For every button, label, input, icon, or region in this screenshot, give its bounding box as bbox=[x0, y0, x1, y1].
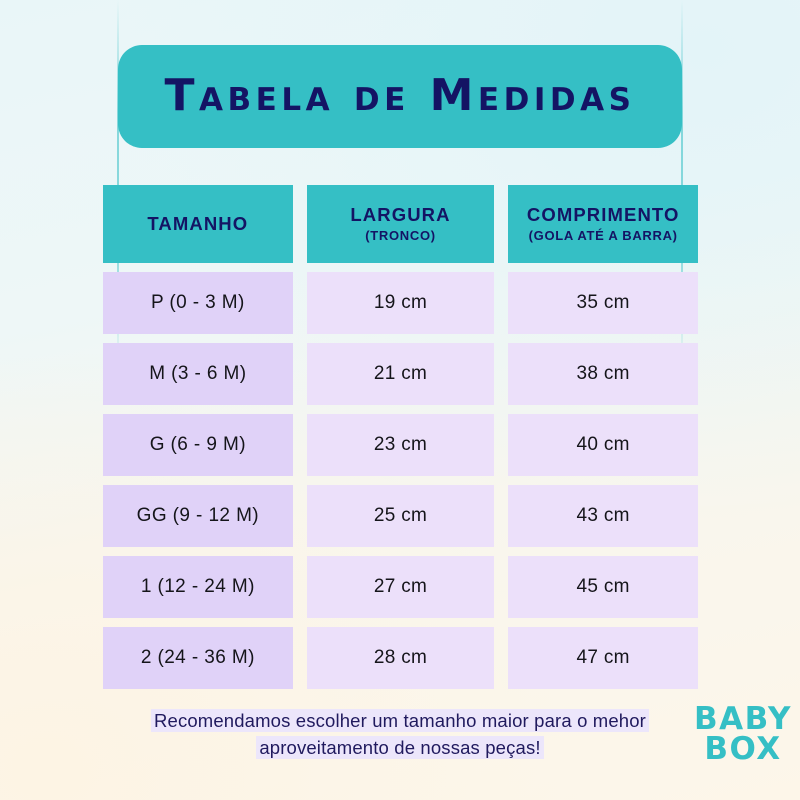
table-cell-comprimento: 47 cm bbox=[508, 627, 699, 689]
table-header-label: LARGURA bbox=[350, 204, 451, 226]
table-header-cell-largura: LARGURA (TRONCO) bbox=[306, 185, 495, 263]
table-header-cell-tamanho: TAMANHO bbox=[103, 185, 293, 263]
largura-value: 23 cm bbox=[373, 434, 428, 455]
table-cell-comprimento: 40 cm bbox=[508, 414, 699, 476]
table-cell-size: P (0 - 3 M) bbox=[103, 272, 293, 334]
table-cell-comprimento: 45 cm bbox=[508, 556, 699, 618]
table-cell-comprimento: 43 cm bbox=[508, 485, 699, 547]
table-cell-largura: 21 cm bbox=[306, 343, 495, 405]
brand-logo-line-2: BOX bbox=[704, 730, 782, 767]
table-header-cell-comprimento: COMPRIMENTO (GOLA ATÉ A BARRA) bbox=[508, 185, 699, 263]
table-row: 1 (12 - 24 M) 27 cm 45 cm bbox=[103, 556, 699, 618]
largura-value: 21 cm bbox=[373, 363, 428, 384]
title-banner: Tabela de Medidas bbox=[118, 45, 682, 148]
largura-value: 28 cm bbox=[373, 647, 428, 668]
comprimento-value: 43 cm bbox=[576, 505, 630, 526]
table-cell-size: M (3 - 6 M) bbox=[103, 343, 293, 405]
table-cell-comprimento: 38 cm bbox=[508, 343, 699, 405]
table-row: P (0 - 3 M) 19 cm 35 cm bbox=[103, 272, 699, 334]
table-header-label: COMPRIMENTO bbox=[526, 204, 680, 226]
table-cell-largura: 28 cm bbox=[306, 627, 495, 689]
table-row: GG (9 - 12 M) 25 cm 43 cm bbox=[103, 485, 699, 547]
comprimento-value: 40 cm bbox=[576, 434, 630, 455]
comprimento-value: 35 cm bbox=[576, 292, 630, 313]
table-cell-size: 1 (12 - 24 M) bbox=[103, 556, 293, 618]
table-cell-largura: 27 cm bbox=[306, 556, 495, 618]
table-cell-size: 2 (24 - 36 M) bbox=[103, 627, 293, 689]
footer-note-line-2: aproveitamento de nossas peças! bbox=[256, 735, 544, 759]
table-cell-largura: 25 cm bbox=[306, 485, 495, 547]
size-label: 2 (24 - 36 M) bbox=[140, 647, 255, 668]
table-header-sublabel: (GOLA ATÉ A BARRA) bbox=[528, 228, 678, 244]
size-label: M (3 - 6 M) bbox=[149, 363, 247, 384]
footer-note-line-1: Recomendamos escolher um tamanho maior p… bbox=[151, 709, 649, 732]
comprimento-value: 47 cm bbox=[576, 647, 630, 668]
table-row: M (3 - 6 M) 21 cm 38 cm bbox=[103, 343, 699, 405]
largura-value: 27 cm bbox=[373, 576, 428, 597]
measurements-table: TAMANHO LARGURA (TRONCO) COMPRIMENTO (GO… bbox=[103, 185, 699, 698]
footer-note: Recomendamos escolher um tamanho maior p… bbox=[100, 708, 700, 761]
comprimento-value: 45 cm bbox=[576, 576, 630, 597]
table-header-row: TAMANHO LARGURA (TRONCO) COMPRIMENTO (GO… bbox=[103, 185, 699, 263]
brand-logo: BABY BOX bbox=[694, 701, 793, 767]
table-row: G (6 - 9 M) 23 cm 40 cm bbox=[103, 414, 699, 476]
largura-value: 19 cm bbox=[373, 292, 428, 313]
brand-logo-line-1: BABY bbox=[694, 701, 793, 737]
size-label: G (6 - 9 M) bbox=[149, 434, 246, 455]
comprimento-value: 38 cm bbox=[576, 363, 630, 384]
size-label: P (0 - 3 M) bbox=[150, 292, 245, 313]
table-row: 2 (24 - 36 M) 28 cm 47 cm bbox=[103, 627, 699, 689]
table-header-sublabel: (TRONCO) bbox=[365, 228, 436, 244]
table-cell-comprimento: 35 cm bbox=[508, 272, 699, 334]
table-cell-largura: 23 cm bbox=[306, 414, 495, 476]
table-cell-size: G (6 - 9 M) bbox=[103, 414, 293, 476]
page-title: Tabela de Medidas bbox=[164, 69, 636, 121]
table-cell-size: GG (9 - 12 M) bbox=[103, 485, 293, 547]
largura-value: 25 cm bbox=[373, 505, 428, 526]
size-label: GG (9 - 12 M) bbox=[136, 505, 260, 526]
table-header-label: TAMANHO bbox=[147, 213, 249, 235]
size-label: 1 (12 - 24 M) bbox=[140, 576, 255, 597]
table-cell-largura: 19 cm bbox=[306, 272, 495, 334]
